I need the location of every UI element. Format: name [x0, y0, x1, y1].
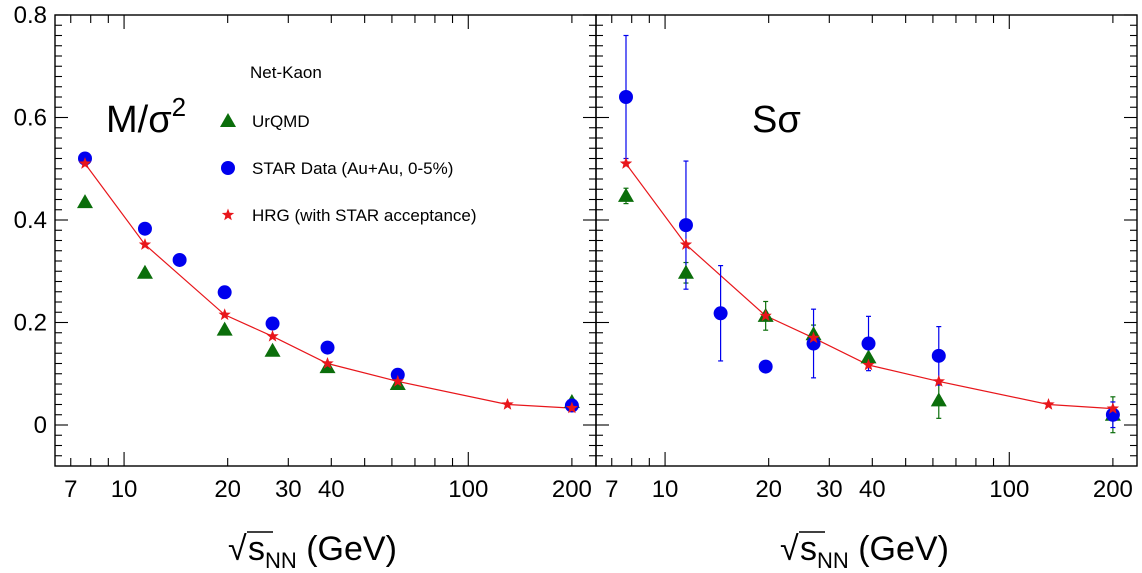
star-data-point — [758, 359, 773, 374]
star-data-point — [806, 336, 821, 351]
hrg-point — [932, 374, 945, 387]
legend-item: STAR Data (Au+Au, 0-5%) — [221, 159, 453, 178]
hrg-point — [679, 238, 693, 250]
star-data-point — [861, 336, 876, 351]
star-data-point — [320, 340, 335, 355]
star-data-point — [137, 221, 152, 236]
y-tick-labels: 0 0.2 0.4 0.6 0.8 — [14, 2, 47, 439]
y-tick-label: 0.6 — [14, 105, 47, 132]
hrg-point — [138, 238, 152, 250]
x-axis-title-root: √ — [780, 530, 799, 568]
panel-label-right: Sσ — [752, 99, 801, 141]
legend-items: UrQMD STAR Data (Au+Au, 0-5%) HRG (with ST… — [220, 112, 477, 225]
hrg-point — [78, 157, 92, 169]
plot-frame-right — [595, 14, 1138, 467]
marks-right — [617, 34, 1121, 434]
urqmd-point — [264, 342, 281, 357]
panel-left: M/σ2 Net-Kaon UrQMD STAR Data (Au+Au, 0-5… — [54, 14, 597, 467]
urqmd-point — [216, 321, 233, 336]
star-data-point — [390, 367, 405, 382]
series-line-hrg-right — [625, 163, 1113, 410]
star-data-point — [172, 252, 187, 267]
x-axis-titles: √ sNN (GeV) √ sNN (GeV) — [228, 530, 949, 573]
x-tick-label-right: 30 — [816, 476, 843, 503]
legend-title: Net-Kaon — [250, 63, 322, 82]
urqmd-point — [860, 349, 877, 364]
x-tick-label-left: 30 — [275, 476, 302, 503]
star-data-point — [931, 348, 946, 363]
urqmd-point — [617, 187, 634, 202]
hrg-point — [218, 308, 231, 321]
urqmd-point — [76, 194, 93, 209]
star-data-point — [217, 285, 232, 300]
x-tick-label-right: 20 — [755, 476, 782, 503]
legend-item-label: UrQMD — [252, 112, 310, 131]
hrg-point — [565, 401, 579, 414]
star-data-point — [1105, 407, 1120, 422]
x-axis-title-text: sNN (GeV) — [248, 530, 397, 573]
legend-item: UrQMD — [220, 112, 310, 131]
x-tick-label-left: 40 — [318, 476, 345, 503]
legend-item-label: HRG (with STAR acceptance) — [252, 206, 477, 225]
legend-item: HRG (with STAR acceptance) — [221, 206, 477, 225]
axes-left — [55, 14, 596, 466]
plot-frame-left — [54, 14, 597, 467]
hrg-point — [501, 398, 514, 410]
star-data-point — [713, 306, 728, 321]
hrg-point — [321, 357, 334, 369]
y-tick-label: 0.2 — [14, 310, 47, 337]
legend-item-label: STAR Data (Au+Au, 0-5%) — [252, 159, 453, 178]
x-tick-label-right: 40 — [859, 476, 886, 503]
hrg-point — [807, 331, 820, 344]
x-tick-labels: 7 10 20 30 40 100 200 7 10 20 30 40 100 200 — [64, 476, 1133, 503]
x-tick-label-right: 7 — [605, 476, 618, 503]
x-tick-label-left: 7 — [64, 476, 77, 503]
x-tick-label-left: 20 — [214, 476, 241, 503]
star-marker-icon — [221, 208, 235, 221]
x-axis-title-left: √ sNN (GeV) — [228, 530, 397, 573]
triangle-marker-icon — [220, 113, 236, 127]
circle-marker-icon — [221, 161, 235, 175]
x-tick-label-right: 200 — [1093, 476, 1133, 503]
x-tick-label-right: 100 — [989, 476, 1029, 503]
hrg-point — [619, 157, 633, 169]
legend: Net-Kaon UrQMD STAR Data (Au+Au, 0-5%) HRG… — [220, 63, 477, 225]
x-axis-title-right: √ sNN (GeV) — [780, 530, 949, 573]
x-tick-label-right: 10 — [652, 476, 679, 503]
x-tick-label-left: 100 — [448, 476, 488, 503]
panel-label-left-main: M/σ — [106, 99, 172, 141]
panel-label-left: M/σ2 — [106, 92, 186, 141]
y-tick-label: 0.4 — [14, 207, 47, 234]
panel-label-left-sup: 2 — [172, 92, 186, 122]
panel-right: Sσ — [595, 14, 1138, 467]
hrg-point — [1042, 398, 1055, 410]
star-data-point — [618, 90, 633, 104]
urqmd-point — [930, 392, 947, 407]
x-tick-label-left: 200 — [552, 476, 592, 503]
hrg-point — [266, 329, 279, 342]
x-axis-title-root: √ — [228, 530, 247, 568]
marks-left — [76, 151, 580, 414]
hrg-point — [759, 309, 772, 322]
star-data-point — [678, 218, 693, 233]
urqmd-point — [677, 264, 694, 279]
x-axis-title-text: sNN (GeV) — [800, 530, 949, 573]
series-line-hrg-left — [84, 163, 572, 409]
x-tick-label-left: 10 — [111, 476, 138, 503]
hrg-point — [391, 374, 404, 387]
hrg-point — [1106, 402, 1120, 414]
hrg-point — [862, 358, 875, 371]
star-data-point — [265, 316, 280, 331]
y-tick-label: 0.8 — [14, 2, 47, 29]
urqmd-point — [136, 264, 153, 279]
y-tick-label: 0 — [34, 412, 47, 439]
axes-right — [596, 14, 1137, 466]
